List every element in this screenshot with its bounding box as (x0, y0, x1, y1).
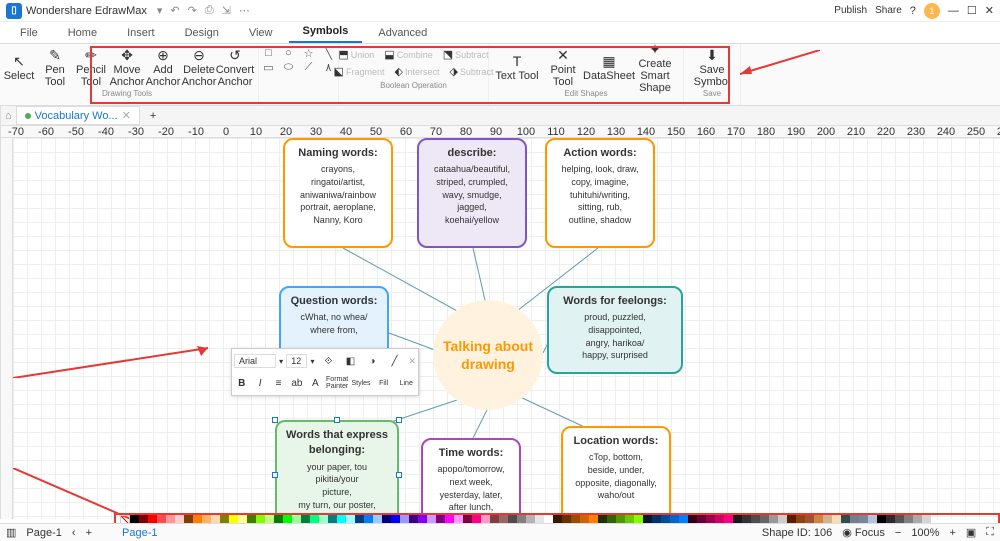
canvas[interactable]: Talking about drawing Naming words:crayo… (13, 138, 1000, 519)
help-icon[interactable]: ? (910, 5, 916, 17)
fullscreen-icon[interactable]: ⛶ (986, 526, 994, 539)
mindmap-node-time[interactable]: Time words:apopo/tomorrow, next week, ye… (421, 438, 521, 519)
menu-tab-home[interactable]: Home (54, 23, 111, 43)
mindmap-node-feelings[interactable]: Words for feelongs:proud, puzzled, disap… (547, 286, 683, 374)
add-anchor-button[interactable]: ⊕Add Anchor (146, 46, 180, 88)
zoom-level[interactable]: 100% (911, 527, 939, 539)
qat-print-icon[interactable]: ⎙ (205, 4, 214, 17)
text-tool-button[interactable]: TText Tool (495, 46, 539, 88)
shape-tool-5[interactable]: ⬭ (280, 60, 298, 74)
canvas-area: ⌂ Vocabulary Wo...✕ + -70-60-50-40-30-20… (1, 106, 1000, 519)
menu-tab-file[interactable]: File (6, 23, 52, 43)
mindmap-node-action[interactable]: Action words:helping, look, draw, copy, … (545, 138, 655, 248)
publish-button[interactable]: Publish (834, 5, 867, 16)
annotation-arrow-palette (13, 468, 173, 519)
shape-tool-1[interactable]: ○ (280, 46, 298, 60)
select-button[interactable]: ↖Select (2, 46, 36, 88)
mindmap-node-location[interactable]: Location words:cTop, bottom, beside, und… (561, 426, 671, 519)
shape-id-label: Shape ID: 106 (762, 527, 832, 539)
add-page-button[interactable]: + (86, 527, 92, 539)
close-icon[interactable]: ✕ (985, 4, 994, 17)
focus-toggle[interactable]: ◉ Focus (842, 526, 885, 539)
horizontal-ruler: -70-60-50-40-30-20-100102030405060708090… (1, 126, 1000, 138)
qat-redo-icon[interactable]: ↷ (188, 4, 197, 17)
fit-view-icon[interactable]: ▣ (966, 526, 976, 539)
zoom-out-button[interactable]: − (895, 527, 901, 539)
save-symbol-button[interactable]: ⬇Save Symbol (690, 46, 734, 88)
text-style-button[interactable]: I (252, 373, 267, 393)
shape-tool-0[interactable]: □ (260, 46, 278, 60)
shape-tool-2[interactable]: ☆ (300, 46, 318, 60)
subtract-button[interactable]: ⬔ Subtract (439, 46, 493, 63)
shape-tool-4[interactable]: ▭ (260, 60, 278, 74)
close-tab-icon[interactable]: ✕ (122, 109, 131, 122)
format-line-button[interactable]: ╱ (383, 351, 405, 371)
combine-button[interactable]: ⬓ Combine (380, 46, 436, 63)
selection-handle[interactable] (396, 472, 402, 478)
pen-tool-button[interactable]: ✎Pen Tool (38, 46, 72, 88)
mindmap-node-describe[interactable]: describe:cataahua/beautiful, striped, cr… (417, 138, 527, 248)
mindmap-center[interactable]: Talking about drawing (433, 300, 543, 410)
shape-tool-6[interactable]: ⟋ (300, 60, 318, 74)
format-styles-button[interactable]: ◧ (339, 351, 361, 371)
qat-export-icon[interactable]: ⇲ (222, 4, 231, 17)
annotation-arrow-ribbon (740, 50, 820, 80)
point-tool-button[interactable]: ✕Point Tool (541, 46, 585, 88)
quick-access-toolbar: ▾ ↶ ↷ ⎙ ⇲ ⋯ (157, 4, 250, 17)
pencil-tool-button[interactable]: ✏Pencil Tool (74, 46, 108, 88)
selection-handle[interactable] (396, 417, 402, 423)
document-tab[interactable]: Vocabulary Wo...✕ (16, 106, 140, 125)
selection-handle[interactable] (272, 472, 278, 478)
intersect-button[interactable]: ⬖ Intersect (390, 63, 443, 80)
menu-tabs: FileHomeInsertDesignViewSymbolsAdvanced (0, 22, 1000, 44)
font-size-select[interactable]: 12 (286, 354, 307, 368)
page-indicator[interactable]: Page-1 (26, 527, 61, 539)
union-button[interactable]: ⬒ Union (334, 46, 378, 63)
qat-undo-icon[interactable]: ↶ (170, 4, 179, 17)
prev-page-button[interactable]: ‹ (72, 527, 76, 539)
datasheet-button[interactable]: ▦DataSheet (587, 46, 631, 88)
add-tab-button[interactable]: + (144, 110, 162, 122)
selection-handle[interactable] (272, 417, 278, 423)
page-name[interactable]: Page-1 (122, 527, 157, 539)
annotation-arrow-toolbar (13, 318, 213, 378)
menu-tab-advanced[interactable]: Advanced (364, 23, 441, 43)
qat-more-icon[interactable]: ⋯ (239, 4, 250, 17)
user-avatar[interactable]: 1 (924, 3, 940, 19)
menu-tab-insert[interactable]: Insert (113, 23, 169, 43)
menu-tab-symbols[interactable]: Symbols (289, 21, 363, 43)
app-title: Wondershare EdrawMax (26, 5, 147, 17)
text-style-button[interactable]: ≡ (271, 373, 286, 393)
saved-indicator-icon (25, 113, 31, 119)
delete-anchor-button[interactable]: ⊖Delete Anchor (182, 46, 216, 88)
font-family-select[interactable]: Arial (234, 354, 276, 368)
fragment-button[interactable]: ⬕ Fragment (330, 63, 389, 80)
maximize-icon[interactable]: ☐ (967, 4, 977, 17)
menu-tab-view[interactable]: View (235, 23, 287, 43)
minimize-icon[interactable]: — (948, 5, 959, 17)
move-anchor-button[interactable]: ✥Move Anchor (110, 46, 144, 88)
convert-anchor-button[interactable]: ↺Convert Anchor (218, 46, 252, 88)
mindmap-node-naming[interactable]: Naming words:crayons, ringatoi/artist, a… (283, 138, 393, 248)
create-smart-shape-button[interactable]: ✦Create Smart Shape (633, 46, 677, 88)
status-bar: ▥ Page-1 ‹ + Page-1 Shape ID: 106 ◉ Focu… (0, 523, 1000, 541)
format-format-painter-button[interactable]: ⟐ (317, 351, 339, 371)
floating-text-toolbar: Arial▾ 12▾ ⟐◧◑╱ ✕ BI≡abAFormat PainterSt… (231, 348, 419, 396)
vertical-ruler (1, 138, 13, 519)
text-style-button[interactable]: ab (289, 373, 304, 393)
mindmap-node-belonging[interactable]: Words that express belonging:your paper,… (275, 420, 399, 519)
home-tab-icon[interactable]: ⌂ (5, 110, 12, 122)
text-style-button[interactable]: A (308, 373, 323, 393)
app-logo: ▯ (6, 3, 22, 19)
qat-save-icon[interactable]: ▾ (157, 4, 163, 17)
pages-icon[interactable]: ▥ (6, 526, 16, 539)
text-style-button[interactable]: B (234, 373, 249, 393)
selection-handle[interactable] (334, 417, 340, 423)
share-button[interactable]: Share (875, 5, 902, 16)
menu-tab-design[interactable]: Design (171, 23, 233, 43)
format-fill-button[interactable]: ◑ (361, 351, 383, 371)
zoom-in-button[interactable]: + (949, 527, 955, 539)
close-toolbar-icon[interactable]: ✕ (408, 356, 416, 367)
ribbon: ↖Select✎Pen Tool✏Pencil Tool✥Move Anchor… (0, 44, 1000, 106)
